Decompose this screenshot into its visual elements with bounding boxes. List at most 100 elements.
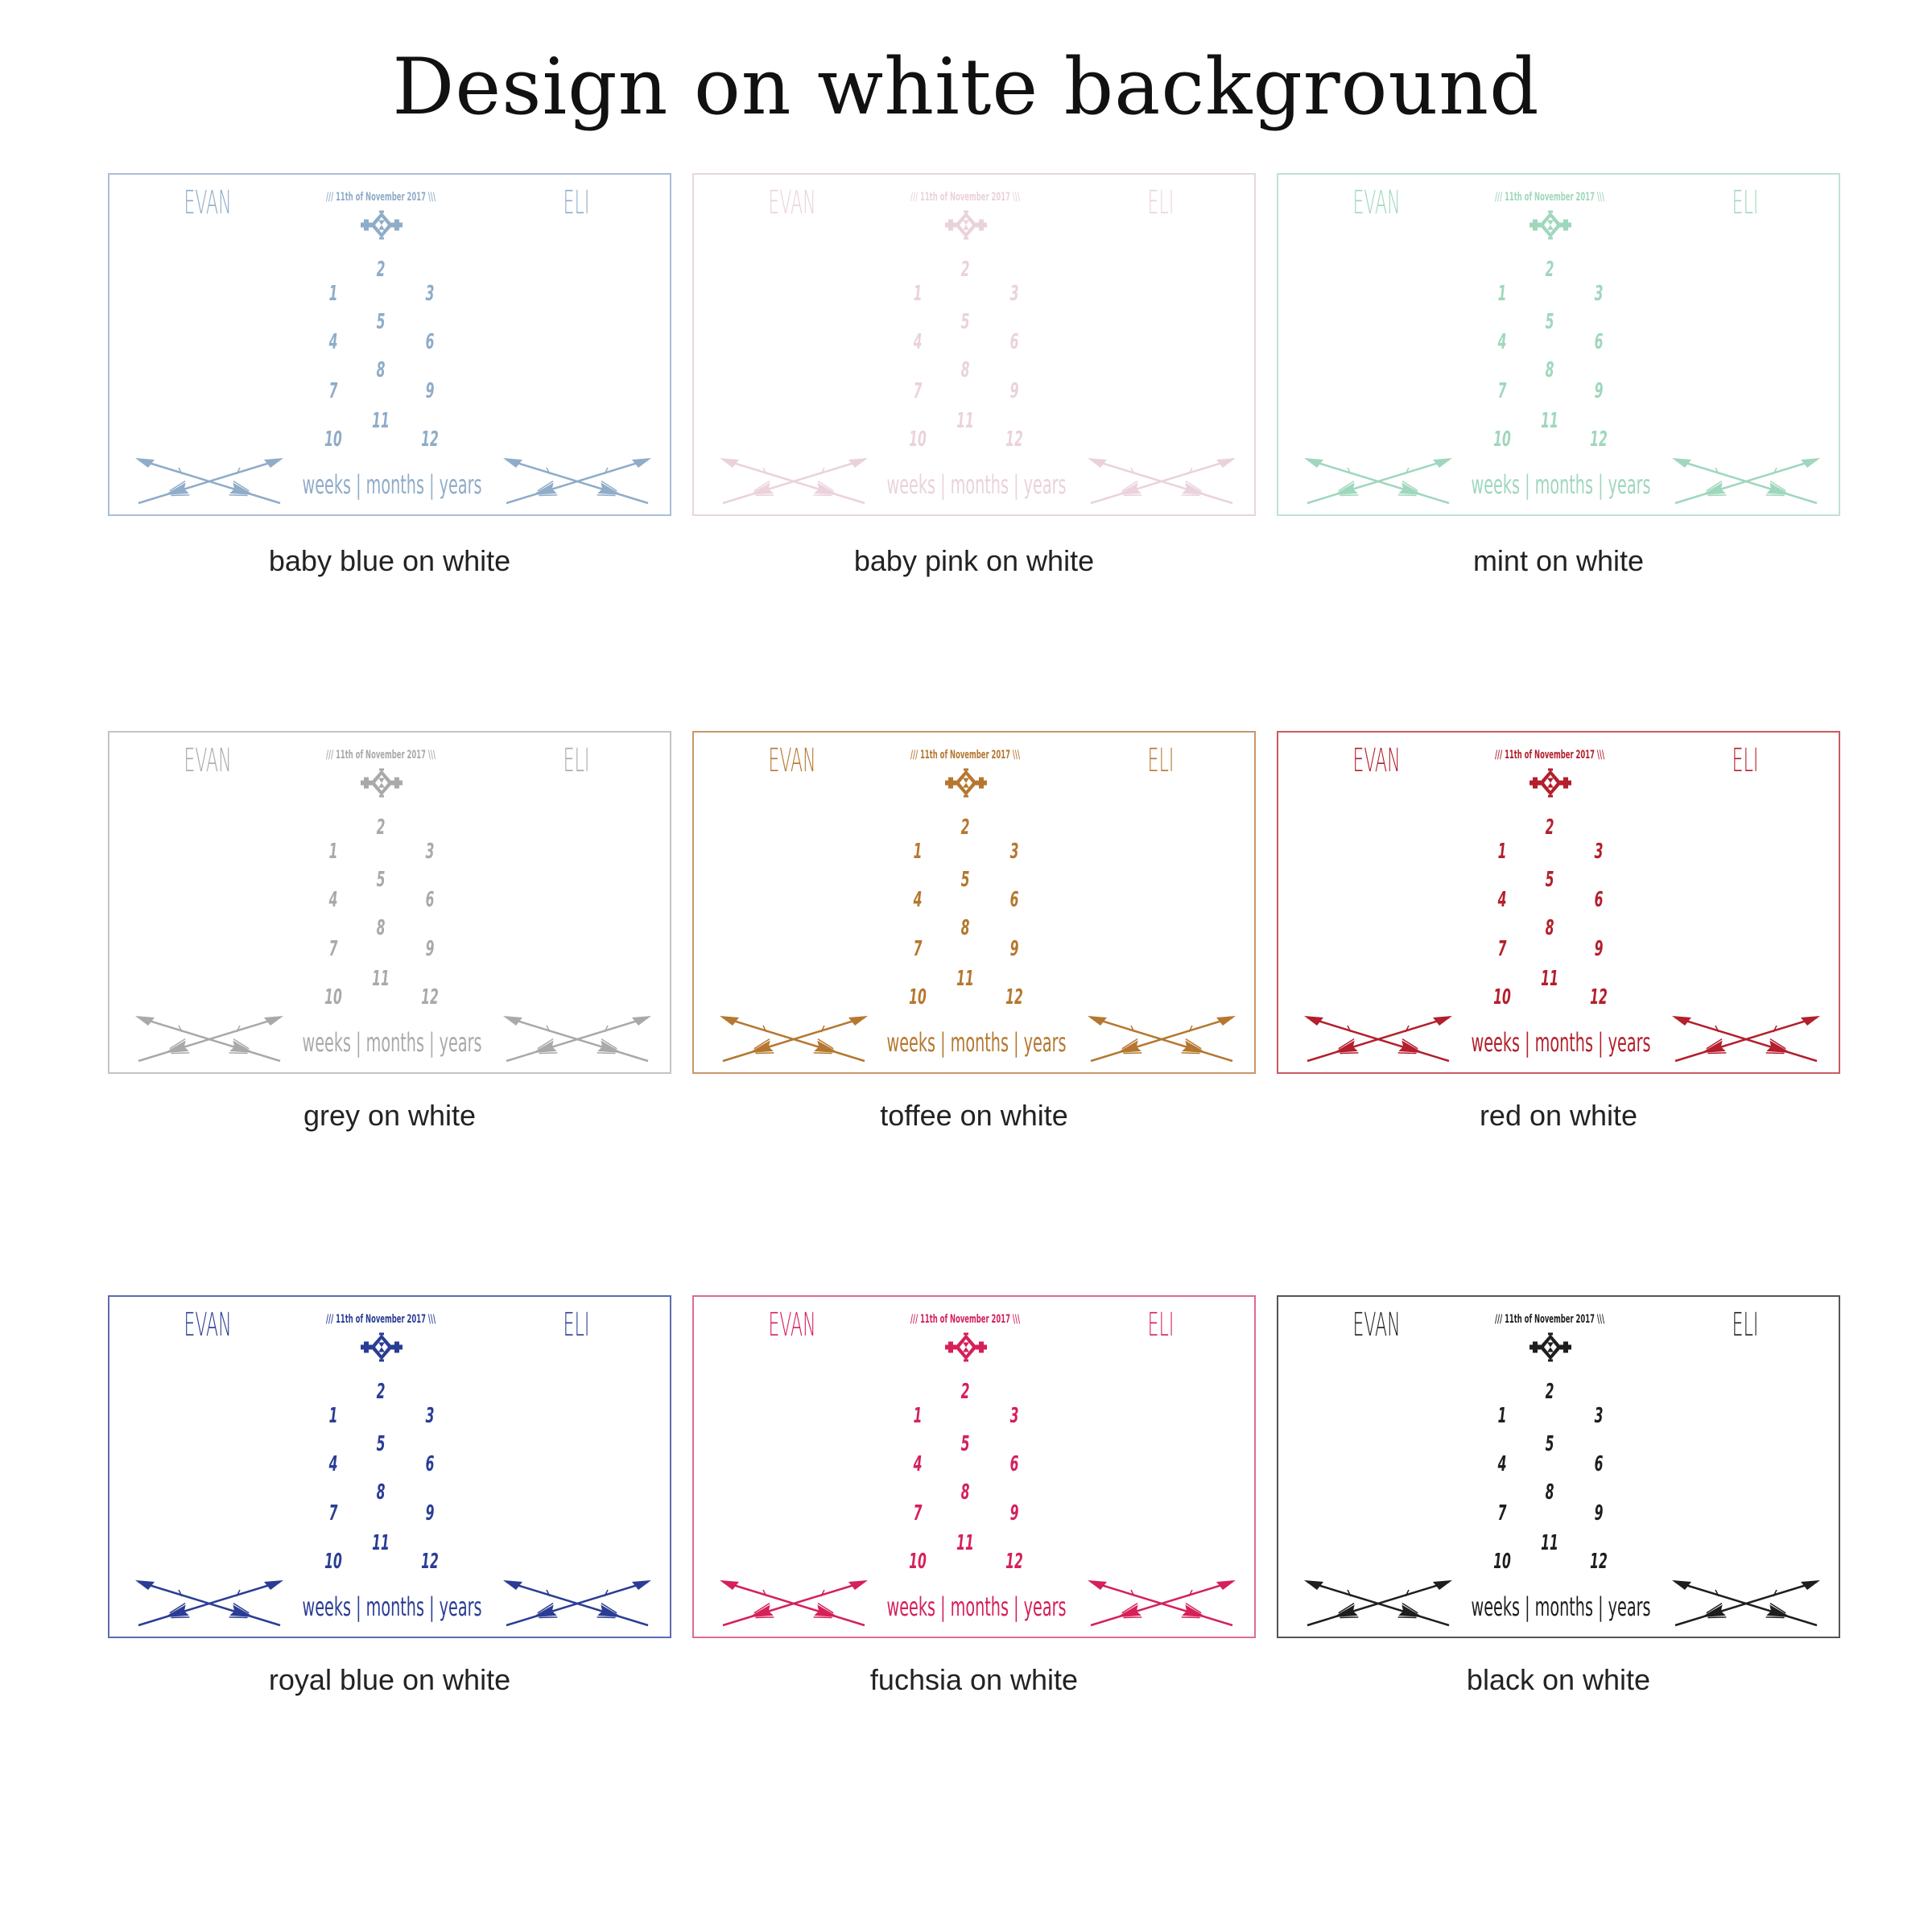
milestone-number: 8 <box>1545 1480 1554 1505</box>
milestone-number: 11 <box>1541 967 1558 991</box>
date-label: /// 11th of November 2017 \\\ <box>1494 191 1605 204</box>
milestone-number: 12 <box>1005 985 1023 1009</box>
milestone-number: 9 <box>425 937 435 961</box>
milestone-number: 2 <box>376 815 386 840</box>
milestone-number: 10 <box>1493 1550 1511 1574</box>
crossed-arrows-icon <box>1086 1013 1237 1070</box>
milestone-number: 5 <box>1545 868 1554 892</box>
aztec-diamond-icon <box>361 1332 402 1366</box>
date-label: /// 11th of November 2017 \\\ <box>325 1313 436 1326</box>
milestone-number: 8 <box>376 1480 386 1505</box>
date-label: /// 11th of November 2017 \\\ <box>325 191 436 204</box>
name-left: EVAN <box>768 1307 816 1344</box>
milestone-number: 1 <box>913 1404 923 1428</box>
crossed-arrows-icon <box>1670 455 1822 512</box>
name-right: ELI <box>563 1307 590 1344</box>
aztec-diamond-icon <box>361 210 402 244</box>
name-right: ELI <box>1732 742 1759 779</box>
milestone-number: 10 <box>909 985 927 1009</box>
milestone-number: 2 <box>376 258 386 282</box>
milestone-number: 7 <box>913 937 923 961</box>
milestone-number: 11 <box>956 1531 974 1555</box>
milestone-number: 3 <box>425 1404 435 1428</box>
milestone-number: 6 <box>1594 888 1604 912</box>
name-left: EVAN <box>768 742 816 779</box>
milestone-number: 4 <box>328 1452 338 1476</box>
crossed-arrows-icon <box>1670 1577 1822 1634</box>
milestone-number: 5 <box>376 1432 386 1456</box>
name-left: EVAN <box>1352 184 1401 221</box>
milestone-number: 1 <box>328 840 338 864</box>
milestone-number: 4 <box>328 330 338 354</box>
milestone-number: 1 <box>328 1404 338 1428</box>
name-left: EVAN <box>184 1307 232 1344</box>
variant-caption: mint on white <box>1472 544 1645 577</box>
crossed-arrows-icon <box>718 1577 869 1634</box>
name-left: EVAN <box>768 184 816 221</box>
units-label: weeks | months | years <box>886 1027 1067 1058</box>
name-left: EVAN <box>184 742 232 779</box>
milestone-number: 4 <box>913 888 923 912</box>
milestone-number: 7 <box>328 379 338 403</box>
milestone-number: 5 <box>1545 1432 1554 1456</box>
date-label: /// 11th of November 2017 \\\ <box>325 749 436 762</box>
variant-caption: royal blue on white <box>268 1663 511 1696</box>
milestone-number: 8 <box>960 358 970 382</box>
milestone-number: 4 <box>913 330 923 354</box>
milestone-number: 12 <box>421 985 439 1009</box>
milestone-number: 8 <box>376 358 386 382</box>
crossed-arrows-icon <box>718 1013 869 1070</box>
crossed-arrows-icon <box>134 1577 285 1634</box>
milestone-number: 6 <box>1009 1452 1019 1476</box>
variant-caption: black on white <box>1466 1663 1651 1696</box>
milestone-number: 12 <box>1005 427 1023 452</box>
aztec-diamond-icon <box>945 210 987 244</box>
date-label: /// 11th of November 2017 \\\ <box>910 191 1021 204</box>
milestone-number: 10 <box>324 427 342 452</box>
variant-caption: fuchsia on white <box>869 1663 1079 1696</box>
units-label: weeks | months | years <box>1471 1591 1651 1622</box>
milestone-number: 1 <box>1497 282 1507 306</box>
crossed-arrows-icon <box>1302 1013 1454 1070</box>
name-right: ELI <box>563 184 590 221</box>
milestone-number: 12 <box>1590 1550 1608 1574</box>
milestone-number: 12 <box>421 427 439 452</box>
units-label: weeks | months | years <box>1471 1027 1651 1058</box>
aztec-diamond-icon <box>1530 1332 1571 1366</box>
milestone-number: 7 <box>1497 379 1507 403</box>
milestone-number: 2 <box>1545 1380 1554 1404</box>
milestone-number: 10 <box>909 1550 927 1574</box>
crossed-arrows-icon <box>1086 455 1237 512</box>
milestone-number: 3 <box>425 840 435 864</box>
date-label: /// 11th of November 2017 \\\ <box>910 749 1021 762</box>
milestone-number: 9 <box>1009 379 1019 403</box>
milestone-number: 7 <box>1497 937 1507 961</box>
crossed-arrows-icon <box>1302 1577 1454 1634</box>
variant-caption: toffee on white <box>880 1099 1068 1132</box>
milestone-number: 4 <box>1497 888 1507 912</box>
milestone-number: 8 <box>1545 916 1554 940</box>
milestone-number: 2 <box>960 1380 970 1404</box>
milestone-number: 3 <box>1594 840 1604 864</box>
date-label: /// 11th of November 2017 \\\ <box>910 1313 1021 1326</box>
milestone-number: 4 <box>1497 1452 1507 1476</box>
milestone-number: 9 <box>1009 937 1019 961</box>
units-label: weeks | months | years <box>302 1027 482 1058</box>
milestone-number: 5 <box>960 1432 970 1456</box>
milestone-number: 9 <box>1594 379 1604 403</box>
page-title: Design on white background <box>392 42 1540 132</box>
variant-caption: red on white <box>1479 1099 1638 1132</box>
milestone-number: 2 <box>1545 258 1554 282</box>
milestone-number: 6 <box>1594 330 1604 354</box>
milestone-number: 11 <box>956 967 974 991</box>
name-left: EVAN <box>184 184 232 221</box>
crossed-arrows-icon <box>1086 1577 1237 1634</box>
crossed-arrows-icon <box>502 1013 653 1070</box>
variant-caption: baby pink on white <box>853 544 1095 577</box>
